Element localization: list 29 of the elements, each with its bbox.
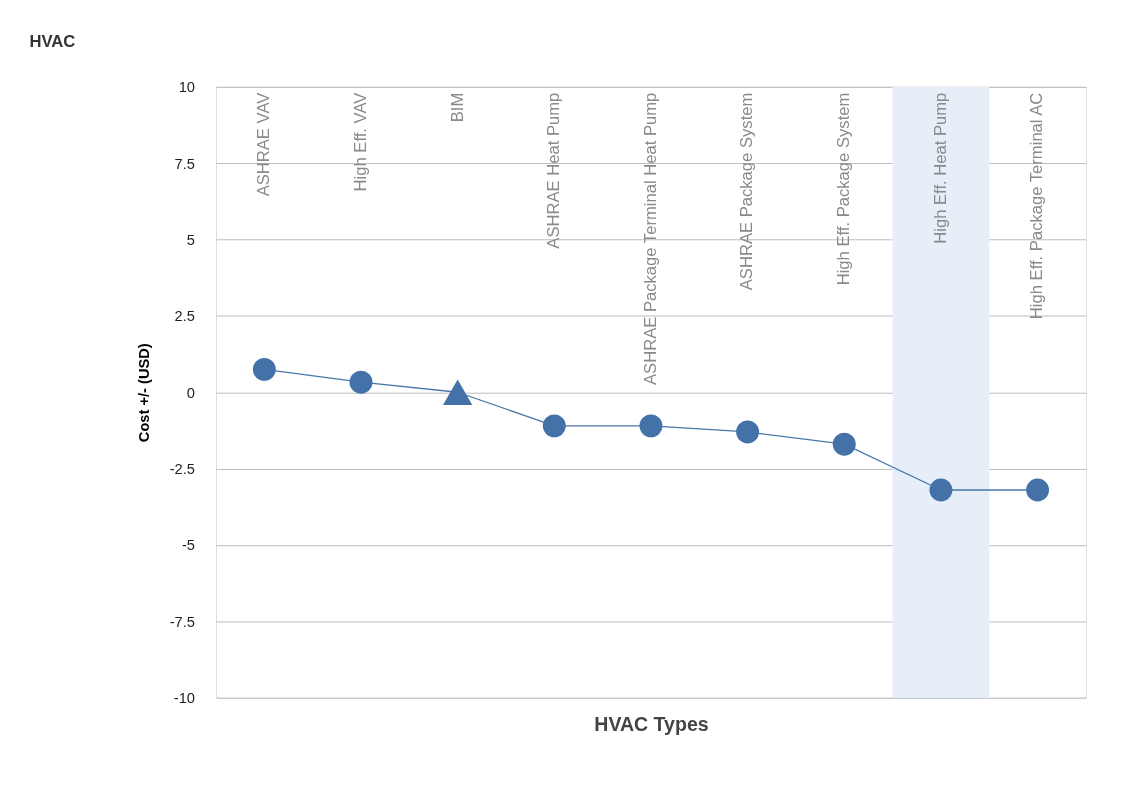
point bbox=[349, 370, 373, 394]
y-tick-label: -5 bbox=[181, 537, 195, 554]
y-tick-label: 5 bbox=[186, 231, 195, 248]
y-tick-label: -10 bbox=[173, 690, 195, 707]
x-tick-label: ASHRAE VAV bbox=[254, 92, 274, 197]
point bbox=[639, 414, 663, 438]
y-axis-title: Cost +/- (USD) bbox=[136, 343, 153, 443]
x-tick-label: ASHRAE Package System bbox=[737, 92, 757, 291]
x-tick-label: ASHRAE Heat Pump bbox=[544, 92, 564, 249]
point bbox=[252, 357, 276, 381]
point bbox=[542, 414, 566, 438]
point bbox=[929, 478, 953, 502]
y-tick-label: 0 bbox=[186, 384, 195, 401]
x-tick-label: High Eff. Package System bbox=[834, 92, 854, 286]
point bbox=[736, 420, 760, 444]
x-tick-label: High Eff. Package Terminal AC bbox=[1027, 92, 1047, 320]
x-tick-label: High Eff. VAV bbox=[350, 92, 370, 192]
text: HVAC bbox=[29, 31, 76, 51]
y-tick-label: 10 bbox=[178, 79, 195, 96]
y-tick-label: 7.5 bbox=[174, 155, 195, 172]
x-tick-label: BIM bbox=[447, 92, 467, 123]
y-tick-label: -7.5 bbox=[169, 613, 195, 630]
y-tick-label: -2.5 bbox=[169, 460, 195, 477]
point bbox=[1026, 478, 1050, 502]
x-tick-label: High Eff. Heat Pump bbox=[930, 92, 950, 244]
point bbox=[832, 432, 856, 456]
x-tick-label: ASHRAE Package Terminal Heat Pump bbox=[640, 92, 660, 386]
y-tick-label: 2.5 bbox=[174, 308, 195, 325]
x-axis-title: HVAC Types bbox=[594, 713, 709, 736]
